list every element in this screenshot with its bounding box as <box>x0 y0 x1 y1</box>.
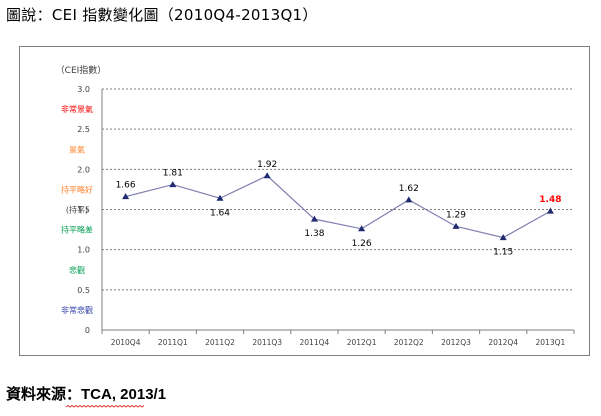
x-tick-label: 2012Q4 <box>488 338 518 347</box>
data-point-marker <box>405 196 413 203</box>
data-point-marker <box>263 172 271 179</box>
data-label: 1.29 <box>446 210 466 220</box>
source-label: 資料來源： <box>6 385 82 403</box>
x-tick-label: 2012Q1 <box>347 338 377 347</box>
zone-label: 非常景氣 <box>61 104 93 114</box>
x-tick-label: 2011Q1 <box>158 338 188 347</box>
x-tick-label: 2011Q2 <box>205 338 235 347</box>
page-title: 圖說：CEI 指數變化圖（2010Q4-2013Q1） <box>6 6 318 24</box>
data-point-marker <box>499 234 507 241</box>
chart-frame <box>19 46 590 356</box>
axis-layer: （CEI指數） 0 0.5 1.0 1.5 2.0 2.5 3.0 2010Q4 2011Q1 20… <box>56 64 575 347</box>
data-label: 1.62 <box>399 184 419 194</box>
cei-series-line <box>125 175 551 239</box>
zone-label: (持平) <box>66 205 88 215</box>
x-tick-label: 2010Q4 <box>111 338 141 347</box>
data-label: 1.66 <box>116 181 136 191</box>
data-label: 1.15 <box>493 248 513 258</box>
data-label: 1.92 <box>257 160 277 170</box>
cei-line-chart: （CEI指數） 0 0.5 1.0 1.5 2.0 2.5 3.0 2010Q4 2011Q1 20… <box>56 64 575 347</box>
y-tick-label: 1.0 <box>77 246 90 255</box>
zone-label: 非常悲觀 <box>61 305 93 315</box>
data-point-marker <box>452 222 460 229</box>
data-label: 1.26 <box>352 239 372 249</box>
x-tick-label: 2012Q3 <box>441 338 471 347</box>
y-tick-label: 1.5 <box>77 206 90 215</box>
data-label: 1.38 <box>304 229 324 239</box>
zone-label: 悲觀 <box>69 265 85 275</box>
y-tick-label: 2.5 <box>77 125 90 134</box>
grid-layer <box>102 88 574 291</box>
data-point-marker <box>122 193 130 200</box>
y-tick-label: 2.0 <box>77 165 90 174</box>
data-label: 1.81 <box>163 169 183 179</box>
x-tick-label: 2012Q2 <box>394 338 424 347</box>
zone-label: 景氣 <box>69 144 85 154</box>
y-tick-label: 0 <box>85 326 90 335</box>
data-label: 1.48 <box>539 195 561 205</box>
data-point-marker <box>216 194 224 201</box>
source-note: 資料來源：TCA, 2013/1 <box>6 383 166 404</box>
data-labels: 1.66 1.81 1.64 1.92 1.38 1.26 1.62 1.29 1.15 1.48 <box>116 160 562 258</box>
x-tick-label: 2013Q1 <box>536 338 566 347</box>
data-point-marker <box>169 181 177 188</box>
y-tick-label: 0.5 <box>77 286 90 295</box>
data-point-marker <box>310 215 318 222</box>
data-label: 1.64 <box>210 208 230 218</box>
y-tick-label: 3.0 <box>77 85 90 94</box>
series-layer <box>122 172 554 241</box>
spellcheck-underline <box>66 405 144 408</box>
source-value: TCA, 2013/1 <box>81 386 167 403</box>
y-axis-title: （CEI指數） <box>56 64 107 76</box>
zone-label: 持平略差 <box>61 225 93 235</box>
zone-label: 持平略好 <box>61 184 93 194</box>
data-point-marker <box>358 225 366 232</box>
x-tick-label: 2011Q3 <box>252 338 282 347</box>
data-point-marker <box>546 207 554 214</box>
x-tick-label: 2011Q4 <box>300 338 330 347</box>
